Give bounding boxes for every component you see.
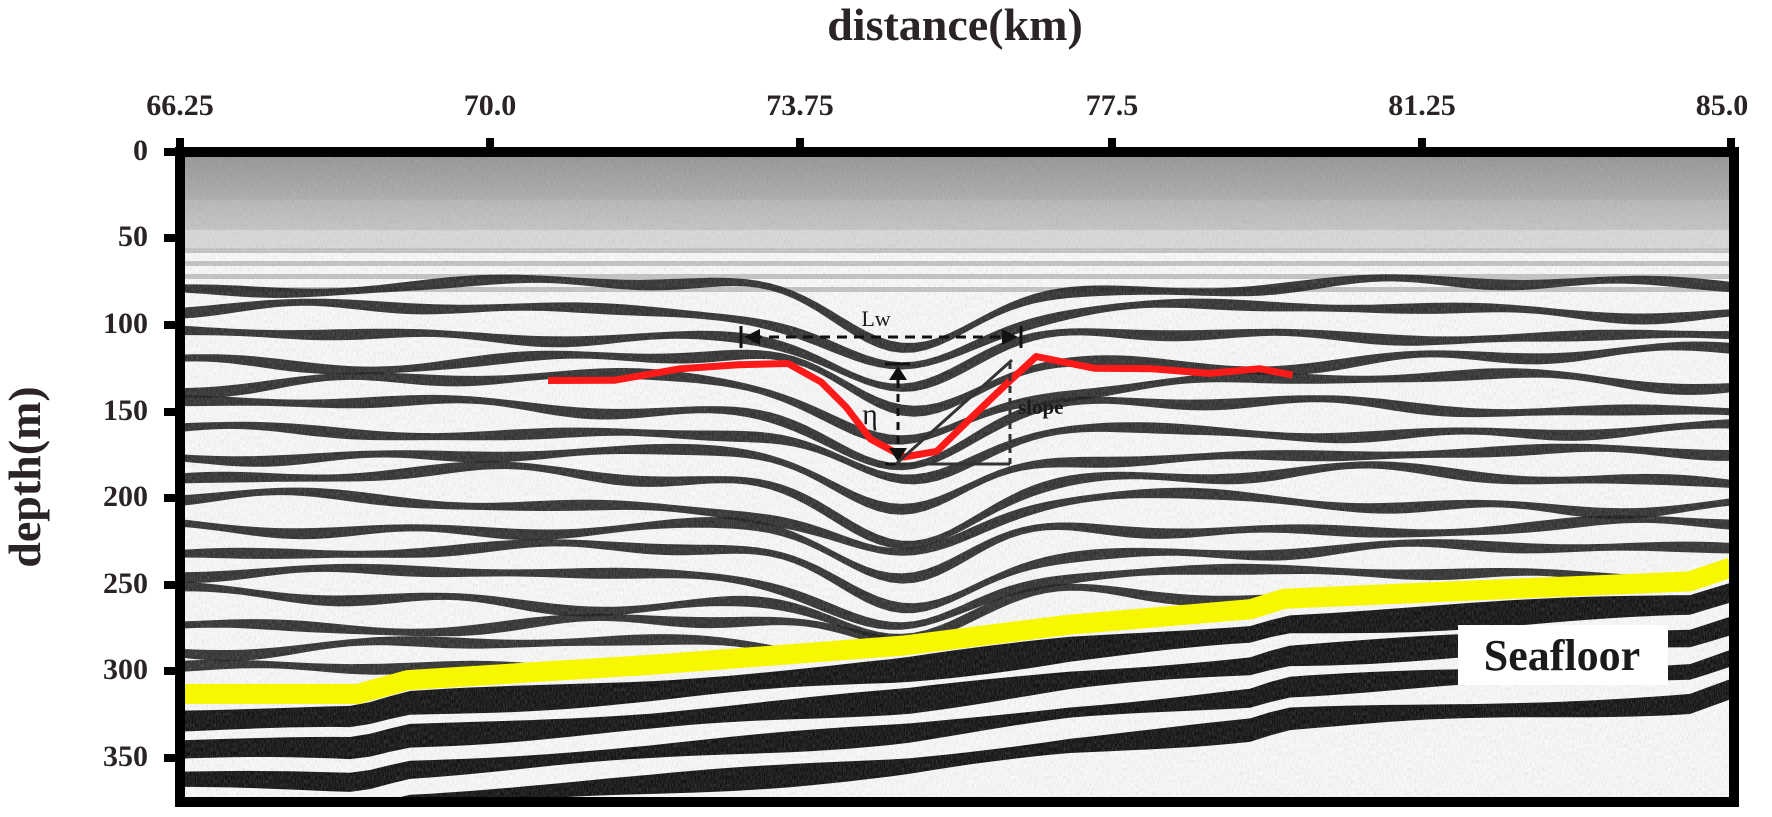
slope-label: slope: [1018, 395, 1064, 419]
x-tick-label: 77.5: [1086, 89, 1139, 122]
height-arrow-up-icon: [889, 366, 907, 380]
feature-annotations: Lw η slope Seafloor: [739, 306, 1668, 685]
width-arrow-right-icon: [1002, 329, 1018, 345]
x-tick-label: 73.75: [766, 89, 834, 122]
picked-horizon-line: [548, 353, 1294, 461]
seafloor-label: Seafloor: [1484, 631, 1640, 680]
x-tick-label: 66.25: [146, 89, 214, 122]
x-tick-label: 85.0: [1696, 89, 1749, 122]
plot-frame: [175, 147, 1739, 807]
seafloor-line: [180, 558, 1734, 704]
height-arrow-down-icon: [889, 448, 907, 462]
width-label: Lw: [861, 306, 890, 331]
width-arrow-left-icon: [744, 329, 760, 345]
seafloor-label-background: [1458, 625, 1668, 685]
y-tick-label: 150: [103, 394, 148, 427]
x-axis: 66.25 70.0 73.75 77.5 81.25 85.0: [146, 89, 1748, 152]
y-tick-label: 100: [103, 307, 148, 340]
slope-hypotenuse: [894, 358, 1014, 466]
y-axis: 0 50 100 150 200 250 300 350: [103, 134, 180, 773]
y-tick-label: 0: [133, 134, 148, 167]
y-axis-title: depth(m): [0, 386, 50, 567]
y-tick-label: 200: [103, 480, 148, 513]
x-axis-title: distance(km): [827, 0, 1083, 50]
y-tick-label: 350: [103, 740, 148, 773]
x-tick-label: 81.25: [1388, 89, 1456, 122]
seismic-section: [180, 152, 1734, 802]
y-tick-label: 300: [103, 653, 148, 686]
height-label: η: [862, 398, 878, 431]
y-tick-label: 50: [118, 220, 148, 253]
y-tick-label: 250: [103, 567, 148, 600]
x-tick-label: 70.0: [464, 89, 517, 122]
